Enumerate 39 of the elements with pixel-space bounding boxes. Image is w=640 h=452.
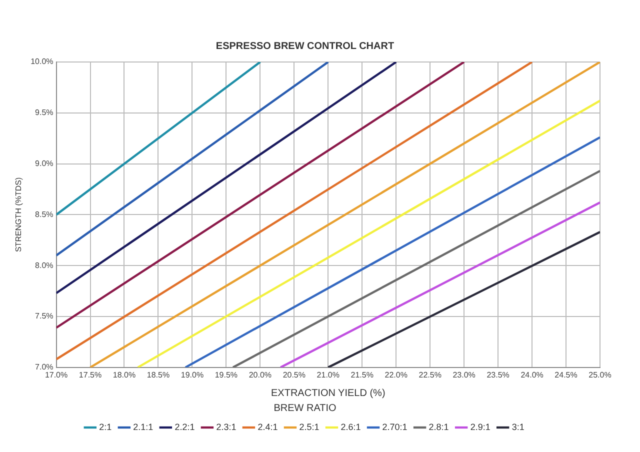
x-tick-label: 22.5% (418, 370, 442, 380)
legend-label: 2.5:1 (299, 422, 320, 432)
legend-label: 2.1:1 (133, 422, 154, 432)
x-tick-label: 17.0% (44, 370, 68, 380)
legend-label: 2.8:1 (428, 422, 449, 432)
x-tick-label: 23.5% (486, 370, 510, 380)
legend-title: BREW RATIO (274, 402, 337, 414)
x-tick-label: 17.5% (78, 370, 102, 380)
y-tick-label: 10.0% (30, 57, 54, 66)
legend-label: 2:1 (99, 422, 112, 432)
legend-label: 2.70:1 (382, 422, 408, 432)
y-axis-title: STRENGTH (%TDS) (14, 177, 24, 252)
x-tick-label: 25.0% (588, 370, 612, 380)
legend-label: 2.9:1 (470, 422, 490, 432)
legend-label: 2.6:1 (340, 422, 361, 432)
x-tick-label: 22.0% (384, 370, 408, 380)
y-tick-label: 7.5% (35, 312, 54, 321)
x-tick-label: 21.5% (350, 370, 374, 380)
x-tick-label: 21.0% (316, 370, 340, 380)
x-tick-label: 18.5% (146, 370, 170, 380)
legend-label: 3:1 (512, 422, 524, 432)
x-axis-title: EXTRACTION YIELD (%) (271, 388, 386, 399)
legend-label: 2.3:1 (216, 422, 236, 432)
x-tick-label: 19.0% (180, 370, 204, 380)
x-tick-label: 24.0% (520, 370, 544, 380)
y-tick-label: 7.0% (35, 362, 54, 372)
x-tick-label: 23.0% (452, 370, 476, 380)
x-tick-label: 24.5% (554, 370, 578, 380)
x-tick-label: 20.0% (248, 370, 272, 380)
y-tick-label: 8.5% (35, 210, 54, 219)
legend-label: 2.4:1 (258, 422, 278, 432)
x-tick-label: 20.5% (282, 370, 306, 380)
chart-title: ESPRESSO BREW CONTROL CHART (216, 40, 394, 52)
y-tick-label: 8.0% (35, 260, 54, 270)
x-tick-label: 19.5% (214, 370, 238, 380)
y-tick-label: 9.0% (35, 159, 54, 168)
x-tick-label: 18.0% (112, 370, 136, 380)
y-tick-label: 9.5% (35, 108, 54, 118)
legend-label: 2.2:1 (174, 422, 195, 432)
